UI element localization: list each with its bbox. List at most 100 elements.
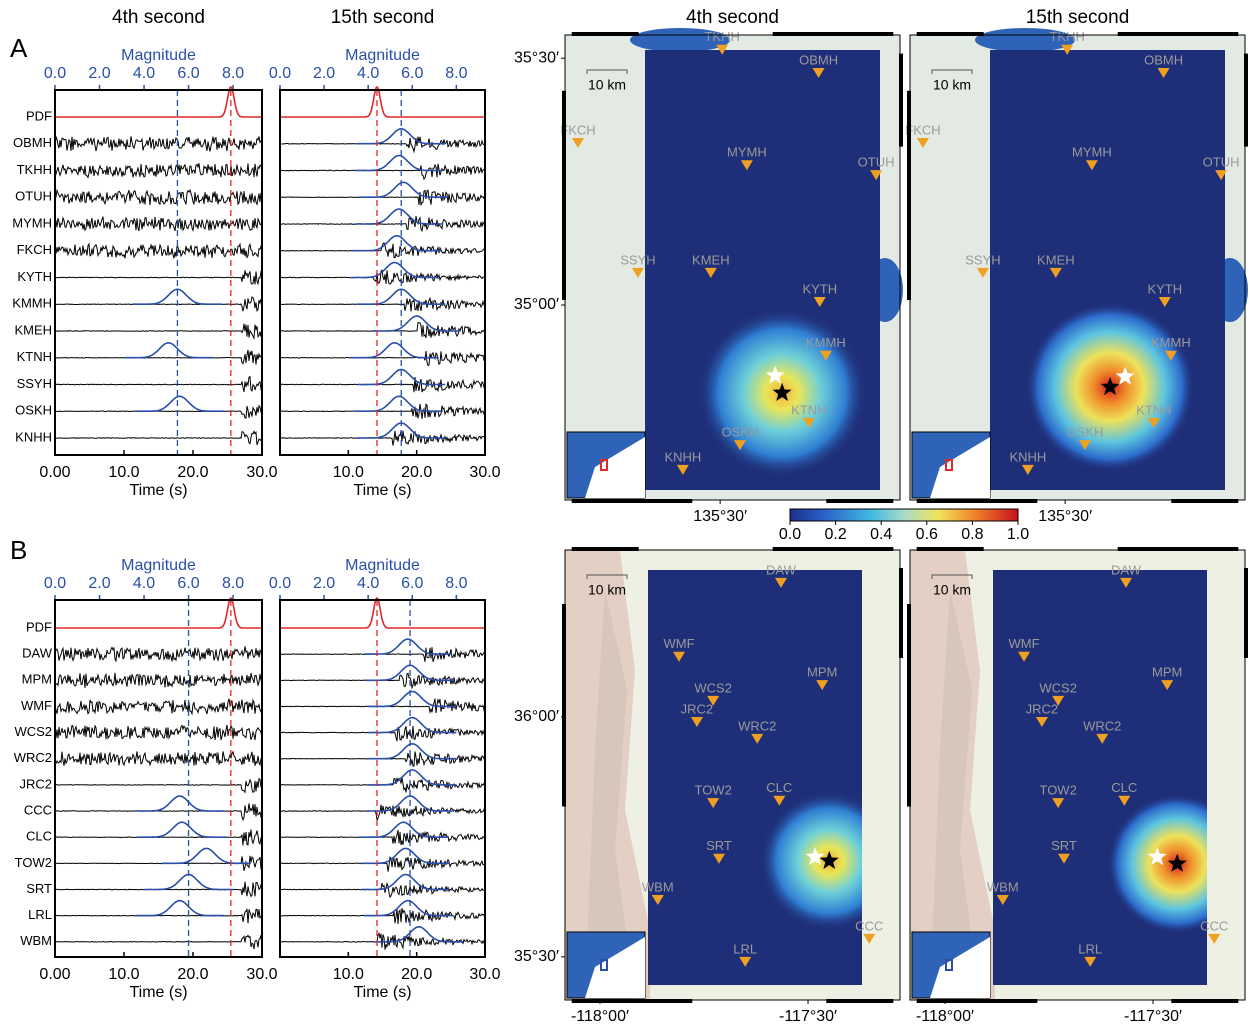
station-name: KNHH <box>664 449 701 464</box>
lon-tick-label: 135°30′ <box>693 508 747 525</box>
station-magnitude-curve <box>135 396 224 411</box>
station-name: KTNH <box>791 402 826 417</box>
station-label: TOW2 <box>15 855 52 870</box>
station-label: KTNH <box>17 349 52 364</box>
station-label: LRL <box>28 907 52 922</box>
frame-bar <box>1118 32 1239 36</box>
station-name: KMEH <box>1037 252 1075 267</box>
station-label: KNHH <box>15 429 52 444</box>
pdf-label: PDF <box>26 108 52 123</box>
magnitude-tick-label: 8.0 <box>445 575 467 592</box>
station-name: WCS2 <box>1039 680 1077 695</box>
waveform <box>280 351 485 365</box>
station-label: WBM <box>20 933 52 948</box>
station-name: KYTH <box>1147 281 1182 296</box>
station-label: FKCH <box>17 242 52 257</box>
station-magnitude-curve <box>359 182 447 197</box>
station-name: DAW <box>766 562 797 577</box>
lat-tick-label: 36°00′ <box>514 708 559 725</box>
magnitude-tick-label: 6.0 <box>177 65 199 82</box>
station-name: SRT <box>706 838 732 853</box>
frame-bar <box>899 54 903 147</box>
magnitude-tick-label: 4.0 <box>133 65 155 82</box>
column-title: 15th second <box>331 7 435 28</box>
scale-label: 10 km <box>933 582 971 598</box>
station-name: OTUH <box>1203 155 1240 170</box>
station-magnitude-curve <box>368 692 456 707</box>
frame-bar <box>562 91 566 300</box>
station-name: TKHH <box>1049 29 1084 44</box>
station-name: KMEH <box>692 252 730 267</box>
station-magnitude-curve <box>355 396 443 411</box>
station-name: OBMH <box>799 52 838 67</box>
time-tick-label: 20.0 <box>401 966 432 983</box>
station-label: OTUH <box>15 189 52 204</box>
station-name: OSKH <box>1067 425 1104 440</box>
magnitude-axis-label: Magnitude <box>345 557 420 574</box>
waveform <box>280 404 485 419</box>
magnitude-tick-label: 2.0 <box>88 65 110 82</box>
station-name: SRT <box>1051 838 1077 853</box>
frame-bar <box>1244 568 1248 658</box>
station-name: TKHH <box>704 29 739 44</box>
frame-bar <box>572 547 639 551</box>
station-name: JRC2 <box>681 701 714 716</box>
figure: APDFOBMHTKHHOTUHMYMHFKCHKYTHKMMHKMEHKTNH… <box>0 0 1250 1035</box>
time-axis-label: Time (s) <box>353 984 411 1001</box>
waveform <box>280 298 485 311</box>
colorbar-tick-label: 0.0 <box>779 526 801 543</box>
panel-label: B <box>10 535 27 565</box>
station-name: WRC2 <box>1083 718 1121 733</box>
station-label: CLC <box>26 829 52 844</box>
station-name: CLC <box>1111 780 1137 795</box>
map-title: 4th second <box>686 7 779 28</box>
magnitude-axis-label: Magnitude <box>121 557 196 574</box>
waveform <box>280 857 485 871</box>
station-name: LRL <box>1078 941 1102 956</box>
frame-bar <box>773 32 894 36</box>
frame-bar <box>826 999 893 1003</box>
waveform <box>280 190 485 205</box>
station-name: MPM <box>1152 665 1182 680</box>
station-name: MYMH <box>1072 145 1112 160</box>
magnitude-tick-label: 2.0 <box>313 65 335 82</box>
lon-tick-label: 135°30′ <box>1038 508 1092 525</box>
time-tick-label: 10.0 <box>333 464 364 481</box>
station-name: JRC2 <box>1026 701 1059 716</box>
waveform <box>280 883 485 897</box>
magnitude-tick-label: 6.0 <box>401 65 423 82</box>
station-label: KYTH <box>17 269 52 284</box>
time-tick-label: 0.00 <box>39 464 70 481</box>
time-tick-label: 10.0 <box>333 966 364 983</box>
magnitude-tick-label: 2.0 <box>88 575 110 592</box>
frame-bar <box>826 499 893 503</box>
waveform <box>280 216 485 231</box>
station-name: KMMH <box>1151 335 1191 350</box>
station-name: WRC2 <box>738 718 776 733</box>
station-label: SRT <box>26 881 52 896</box>
station-label: MPM <box>22 672 52 687</box>
time-tick-label: 20.0 <box>177 966 208 983</box>
waveform <box>280 805 485 820</box>
lon-tick-label: -118°00′ <box>571 1008 629 1025</box>
frame-bar <box>572 32 639 36</box>
station-name: CCC <box>855 918 883 933</box>
station-magnitude-curve <box>373 316 461 331</box>
waveform <box>280 137 485 152</box>
frame-bar <box>1244 54 1248 147</box>
frame-bar <box>907 604 911 807</box>
colorbar-tick-label: 0.8 <box>961 526 983 543</box>
station-label: WMF <box>21 698 52 713</box>
magnitude-tick-label: 0.0 <box>44 575 66 592</box>
station-magnitude-curve <box>368 744 456 759</box>
waveform-panel <box>280 137 485 446</box>
time-tick-label: 10.0 <box>108 966 139 983</box>
waveform <box>280 164 485 179</box>
frame-bar <box>572 999 693 1003</box>
frame-bar <box>1171 499 1238 503</box>
colorbar <box>790 509 1018 521</box>
time-axis-label: Time (s) <box>353 482 411 499</box>
station-name: OSKH <box>722 425 759 440</box>
station-name: OBMH <box>1144 52 1183 67</box>
frame-bar <box>917 499 1038 503</box>
